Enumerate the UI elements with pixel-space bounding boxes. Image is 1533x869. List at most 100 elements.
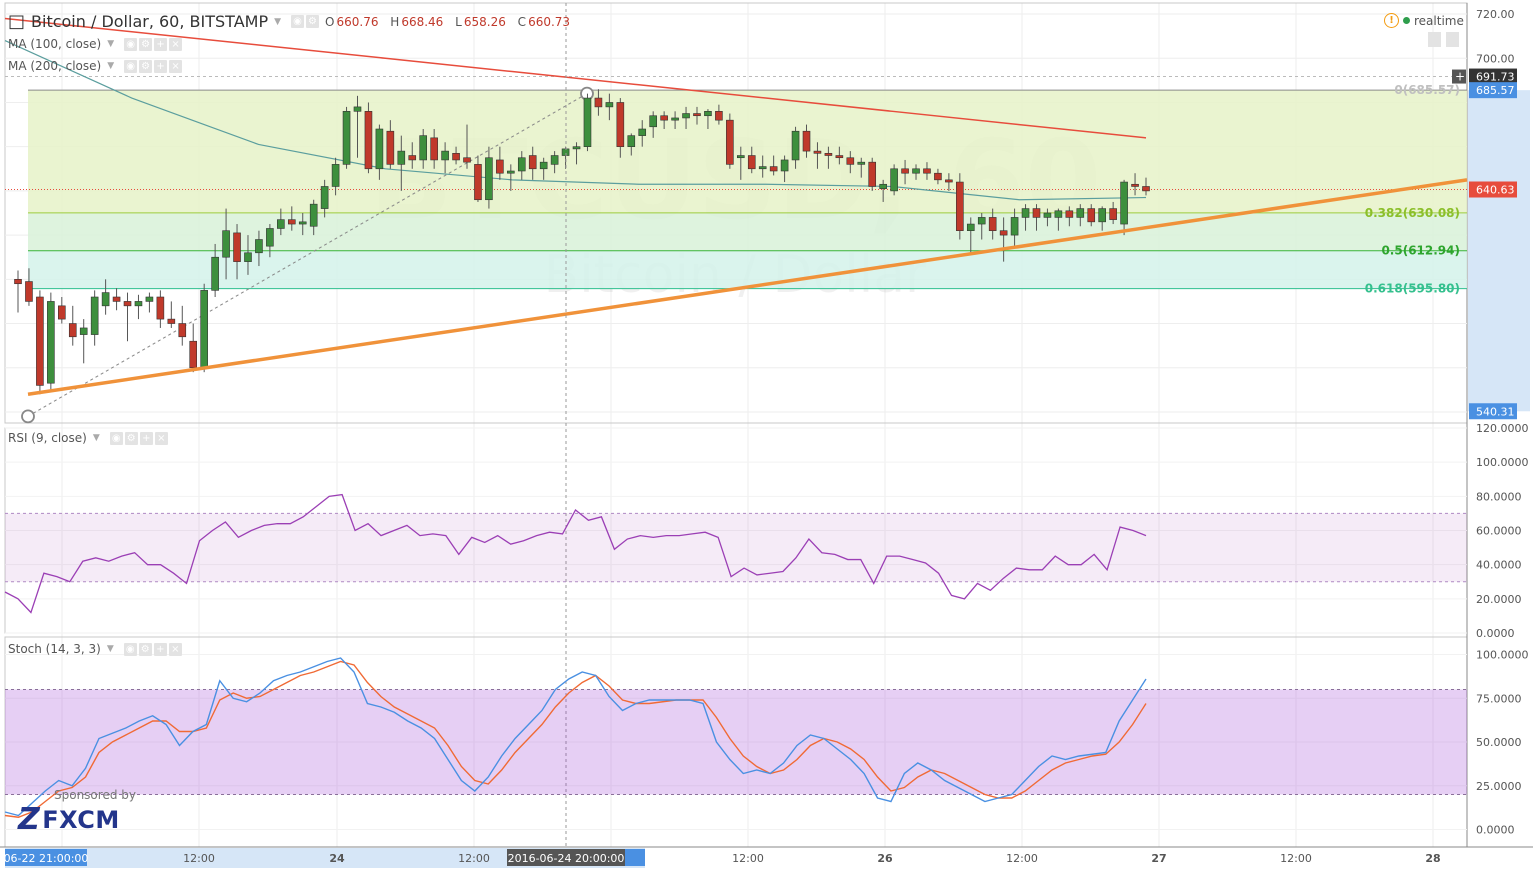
candle-body-54 (605, 102, 614, 108)
candle-body-85 (945, 179, 953, 183)
ma200-label[interactable]: MA (200, close) (8, 59, 102, 73)
chevron-down-icon[interactable]: ▼ (106, 644, 114, 654)
warning-icon[interactable]: ! (1384, 13, 1399, 28)
fib-band-1 (28, 212, 1467, 251)
candle-body-96 (1065, 210, 1074, 218)
close-icon[interactable]: × (169, 37, 183, 51)
price-badge-3 (1469, 403, 1517, 420)
ma200-line (4, 17, 1147, 139)
candle-body-26 (298, 221, 307, 225)
sponsor-caption: Sponsored by (54, 788, 136, 802)
candle-body-79 (879, 183, 887, 189)
candle-body-92 (1021, 208, 1030, 218)
candle-body-40 (452, 153, 460, 161)
candle-body-17 (200, 290, 208, 369)
chevron-down-icon[interactable]: ▼ (107, 39, 115, 49)
chevron-down-icon[interactable]: ▼ (274, 16, 282, 27)
time-range-highlight (5, 848, 645, 868)
price-badge-1 (1469, 82, 1517, 99)
fib-label-1: 0.382(630.08) (1365, 206, 1460, 220)
candle-body-12 (145, 296, 154, 302)
candle-body-77 (857, 161, 866, 165)
eye-icon[interactable]: ◉ (124, 59, 138, 73)
price-badge-label-2: 640.63 (1476, 184, 1515, 197)
gear-icon[interactable]: ⚙ (138, 642, 152, 656)
symbol-tools: ◉ ⚙ (291, 15, 320, 28)
gear-icon[interactable]: ⚙ (139, 37, 153, 51)
candle-body-84 (934, 172, 942, 181)
stoch-label[interactable]: Stoch (14, 3, 3) (8, 642, 101, 656)
candle-body-45 (507, 170, 515, 174)
candle-body-21 (244, 252, 252, 262)
price-badge-2 (1469, 181, 1517, 198)
close-icon[interactable]: × (168, 642, 182, 656)
candle-body-98 (1087, 208, 1096, 223)
ohlc-value-low: 658.26 (463, 14, 506, 29)
candle-body-31 (353, 106, 362, 112)
candle-body-87 (966, 223, 975, 231)
candle-body-62 (693, 113, 701, 117)
close-icon[interactable]: × (169, 59, 183, 73)
candle-body-27 (309, 203, 318, 227)
collapse-square-icon[interactable]: □ (8, 11, 26, 32)
time-tick-7: 12:00 (1006, 852, 1038, 865)
chevron-down-icon[interactable]: ▼ (92, 433, 100, 443)
ma200-tools: ◉ ⚙ + × (124, 59, 183, 73)
status-dot-icon (1403, 17, 1410, 24)
rsi-label[interactable]: RSI (9, close) (8, 431, 87, 445)
candle-body-88 (977, 217, 986, 225)
price-range-highlight (1468, 90, 1530, 412)
candle-body-36 (408, 155, 417, 161)
candle-body-60 (671, 117, 679, 121)
candle-body-86 (956, 181, 964, 231)
plus-icon[interactable]: + (154, 59, 168, 73)
time-tick-3: 12:00 (458, 852, 490, 865)
candle-body-2 (36, 296, 44, 386)
candle-body-53 (594, 97, 603, 108)
stoch-tick-2: 50.0000 (1476, 736, 1522, 749)
candle-body-59 (660, 115, 668, 121)
candle-body-6 (79, 327, 88, 335)
candle-body-25 (287, 219, 296, 225)
candle-body-22 (255, 239, 263, 254)
candle-body-49 (550, 155, 559, 165)
plus-icon[interactable]: + (139, 431, 153, 445)
plus-icon[interactable]: + (154, 37, 168, 51)
plus-icon[interactable]: + (153, 642, 167, 656)
eye-icon[interactable]: ◉ (291, 15, 305, 28)
gear-icon[interactable]: ⚙ (139, 59, 153, 73)
symbol-title[interactable]: Bitcoin / Dollar, 60, BITSTAMP (31, 12, 269, 31)
eye-icon[interactable]: ◉ (109, 431, 123, 445)
rsi-legend: RSI (9, close) ▼ ◉ ⚙ + × (8, 431, 168, 445)
rsi-tools: ◉ ⚙ + × (109, 431, 168, 445)
candle-body-67 (747, 155, 756, 170)
close-icon[interactable]: × (154, 431, 168, 445)
candle-body-103 (1142, 186, 1150, 192)
fib-band-2 (28, 250, 1467, 289)
ohlc-value-close: 660.73 (528, 14, 571, 29)
candle-body-18 (211, 256, 219, 291)
candle-body-102 (1131, 183, 1139, 187)
sponsor-logo[interactable]: Sponsored by Z FXCM (18, 788, 136, 837)
candle-body-44 (496, 159, 504, 174)
stoch-legend: Stoch (14, 3, 3) ▼ ◉ ⚙ + × (8, 642, 182, 656)
gear-icon[interactable]: ⚙ (306, 15, 320, 28)
candle-body-24 (277, 219, 285, 229)
fib-band-0 (28, 90, 1467, 213)
eye-icon[interactable]: ◉ (124, 37, 138, 51)
price-badge-label-3: 540.31 (1476, 405, 1515, 418)
chevron-down-icon[interactable]: ▼ (107, 61, 115, 71)
candle-body-52 (583, 97, 592, 147)
candle-body-19 (222, 230, 230, 258)
candle-body-89 (988, 217, 997, 231)
time-tick-0: 06-22 21:00:00 (4, 852, 89, 865)
time-badge-cursor (507, 849, 625, 866)
candle-body-29 (331, 164, 340, 187)
ma100-label[interactable]: MA (100, close) (8, 37, 102, 51)
candle-body-4 (58, 305, 66, 320)
candle-body-58 (649, 115, 657, 128)
panel-toggle-icon-2 (1446, 32, 1459, 47)
eye-icon[interactable]: ◉ (123, 642, 137, 656)
gear-icon[interactable]: ⚙ (124, 431, 138, 445)
